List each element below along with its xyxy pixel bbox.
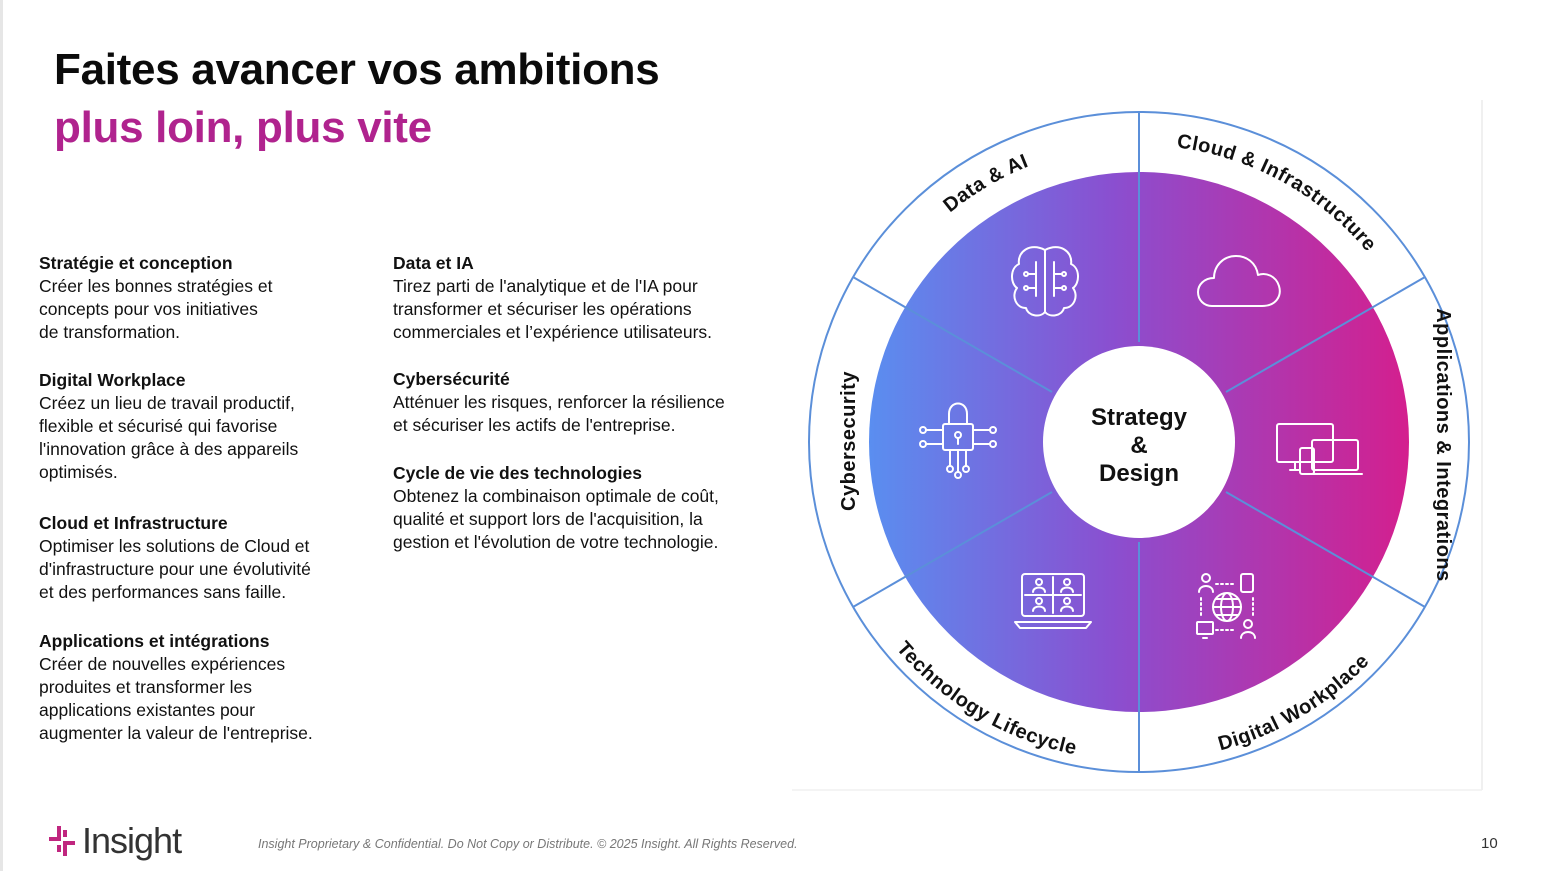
page-subtitle: plus loin, plus vite — [54, 103, 432, 152]
insight-logo-word: Insight — [82, 820, 182, 861]
section-lifecycle: Cycle de vie des technologies Obtenez la… — [393, 462, 719, 554]
section-description: Optimiser les solutions de Cloud et d'in… — [39, 536, 311, 602]
segment-label-applications: Applications & Integrations — [1432, 308, 1454, 582]
section-description: Créez un lieu de travail productif, flex… — [39, 393, 299, 482]
center-label-line3: Design — [1099, 460, 1179, 487]
section-heading: Cloud et Infrastructure — [39, 513, 228, 533]
section-heading: Data et IA — [393, 253, 474, 273]
section-description: Tirez parti de l'analytique et de l'IA p… — [393, 276, 713, 342]
section-applications: Applications et intégrations Créer de no… — [39, 630, 313, 745]
page-number: 10 — [1481, 835, 1498, 852]
section-description: Créer de nouvelles expériences produites… — [39, 654, 313, 743]
section-heading: Cybersécurité — [393, 369, 510, 389]
section-heading: Digital Workplace — [39, 370, 186, 390]
segment-dividers — [852, 112, 1426, 772]
insight-logo-mark-icon — [49, 826, 75, 856]
devices-icon — [1276, 423, 1363, 475]
section-cloud: Cloud et Infrastructure Optimiser les so… — [39, 512, 311, 604]
section-heading: Stratégie et conception — [39, 253, 233, 273]
section-strategy: Stratégie et conception Créer les bonnes… — [39, 252, 272, 344]
section-data-ia: Data et IA Tirez parti de l'analytique e… — [393, 252, 712, 344]
section-description: Créer les bonnes stratégies et concepts … — [39, 276, 273, 342]
page-title: Faites avancer vos ambitions — [54, 45, 660, 94]
center-circle — [1043, 346, 1235, 538]
section-digital-workplace: Digital Workplace Créez un lieu de trava… — [39, 369, 298, 484]
segment-label-cybersecurity: Cybersecurity — [838, 371, 860, 511]
section-heading: Cycle de vie des technologies — [393, 463, 642, 483]
section-description: Obtenez la combinaison optimale de coût,… — [393, 486, 719, 552]
center-label-line1: Strategy — [1091, 404, 1188, 431]
cloud-icon — [1197, 255, 1281, 307]
legal-notice: Insight Proprietary & Confidential. Do N… — [258, 837, 798, 851]
lock-circuit-icon — [919, 402, 997, 479]
insight-logo: Insight — [48, 820, 182, 862]
section-heading: Applications et intégrations — [39, 631, 270, 651]
brain-circuit-icon — [1011, 246, 1079, 317]
connected-people-globe-icon — [1196, 573, 1256, 639]
section-cybersecurite: Cybersécurité Atténuer les risques, renf… — [393, 368, 725, 437]
laptop-video-call-icon — [1014, 573, 1092, 629]
section-description: Atténuer les risques, renforcer la résil… — [393, 392, 725, 435]
center-label-line2: & — [1130, 432, 1147, 459]
left-edge-rule — [0, 0, 3, 871]
